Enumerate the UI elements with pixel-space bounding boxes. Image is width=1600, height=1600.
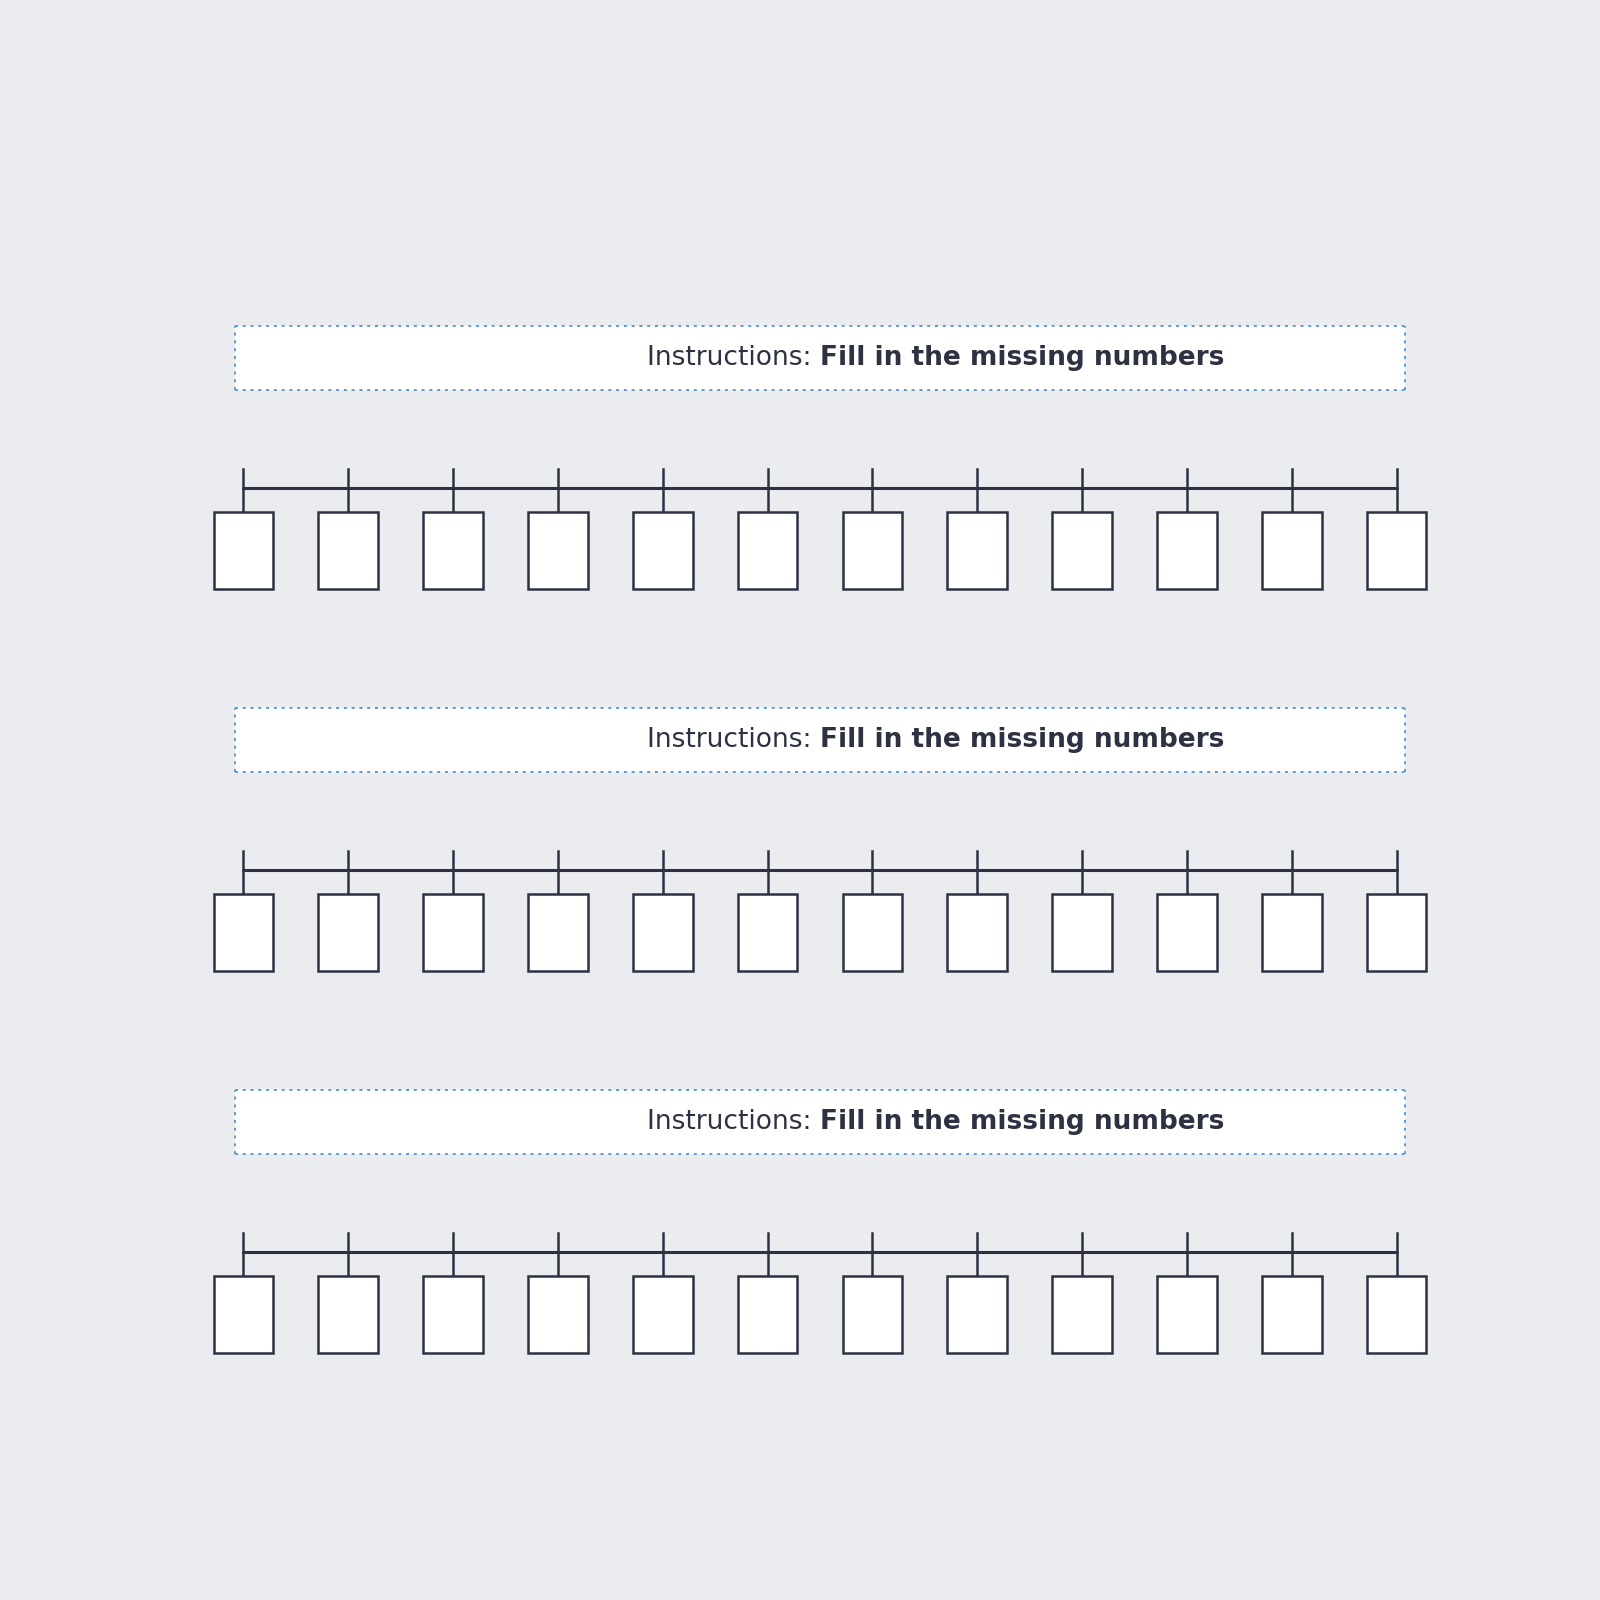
Bar — [424, 512, 483, 589]
Bar — [214, 1277, 274, 1352]
Text: Instructions:: Instructions: — [646, 728, 819, 754]
Bar — [1053, 512, 1112, 589]
Bar — [634, 894, 693, 971]
Bar — [318, 512, 378, 589]
Bar — [1262, 512, 1322, 589]
Text: Fill in the missing numbers: Fill in the missing numbers — [819, 728, 1224, 754]
Bar — [843, 1277, 902, 1352]
Bar — [214, 894, 274, 971]
Bar — [318, 894, 378, 971]
Bar — [214, 512, 274, 589]
Bar — [843, 894, 902, 971]
Bar — [528, 512, 587, 589]
Bar — [1053, 894, 1112, 971]
Bar — [1366, 512, 1426, 589]
Bar — [738, 512, 797, 589]
Bar — [318, 1277, 378, 1352]
Text: Fill in the missing numbers: Fill in the missing numbers — [819, 346, 1224, 371]
Bar — [634, 1277, 693, 1352]
Text: Instructions:: Instructions: — [646, 346, 819, 371]
Bar — [1366, 894, 1426, 971]
Bar — [235, 1090, 1405, 1154]
Bar — [1262, 1277, 1322, 1352]
Bar — [1053, 1277, 1112, 1352]
Bar — [843, 512, 902, 589]
Bar — [947, 1277, 1006, 1352]
Bar — [1157, 894, 1216, 971]
Bar — [235, 326, 1405, 390]
Bar — [738, 894, 797, 971]
Bar — [1262, 894, 1322, 971]
Bar — [235, 709, 1405, 773]
Bar — [738, 1277, 797, 1352]
Bar — [1157, 512, 1216, 589]
Bar — [634, 512, 693, 589]
Text: Fill in the missing numbers: Fill in the missing numbers — [819, 1109, 1224, 1134]
Bar — [1366, 1277, 1426, 1352]
Bar — [1157, 1277, 1216, 1352]
Bar — [424, 894, 483, 971]
Bar — [947, 512, 1006, 589]
Text: Instructions:: Instructions: — [646, 1109, 819, 1134]
Bar — [528, 894, 587, 971]
Bar — [424, 1277, 483, 1352]
Bar — [528, 1277, 587, 1352]
Bar — [947, 894, 1006, 971]
